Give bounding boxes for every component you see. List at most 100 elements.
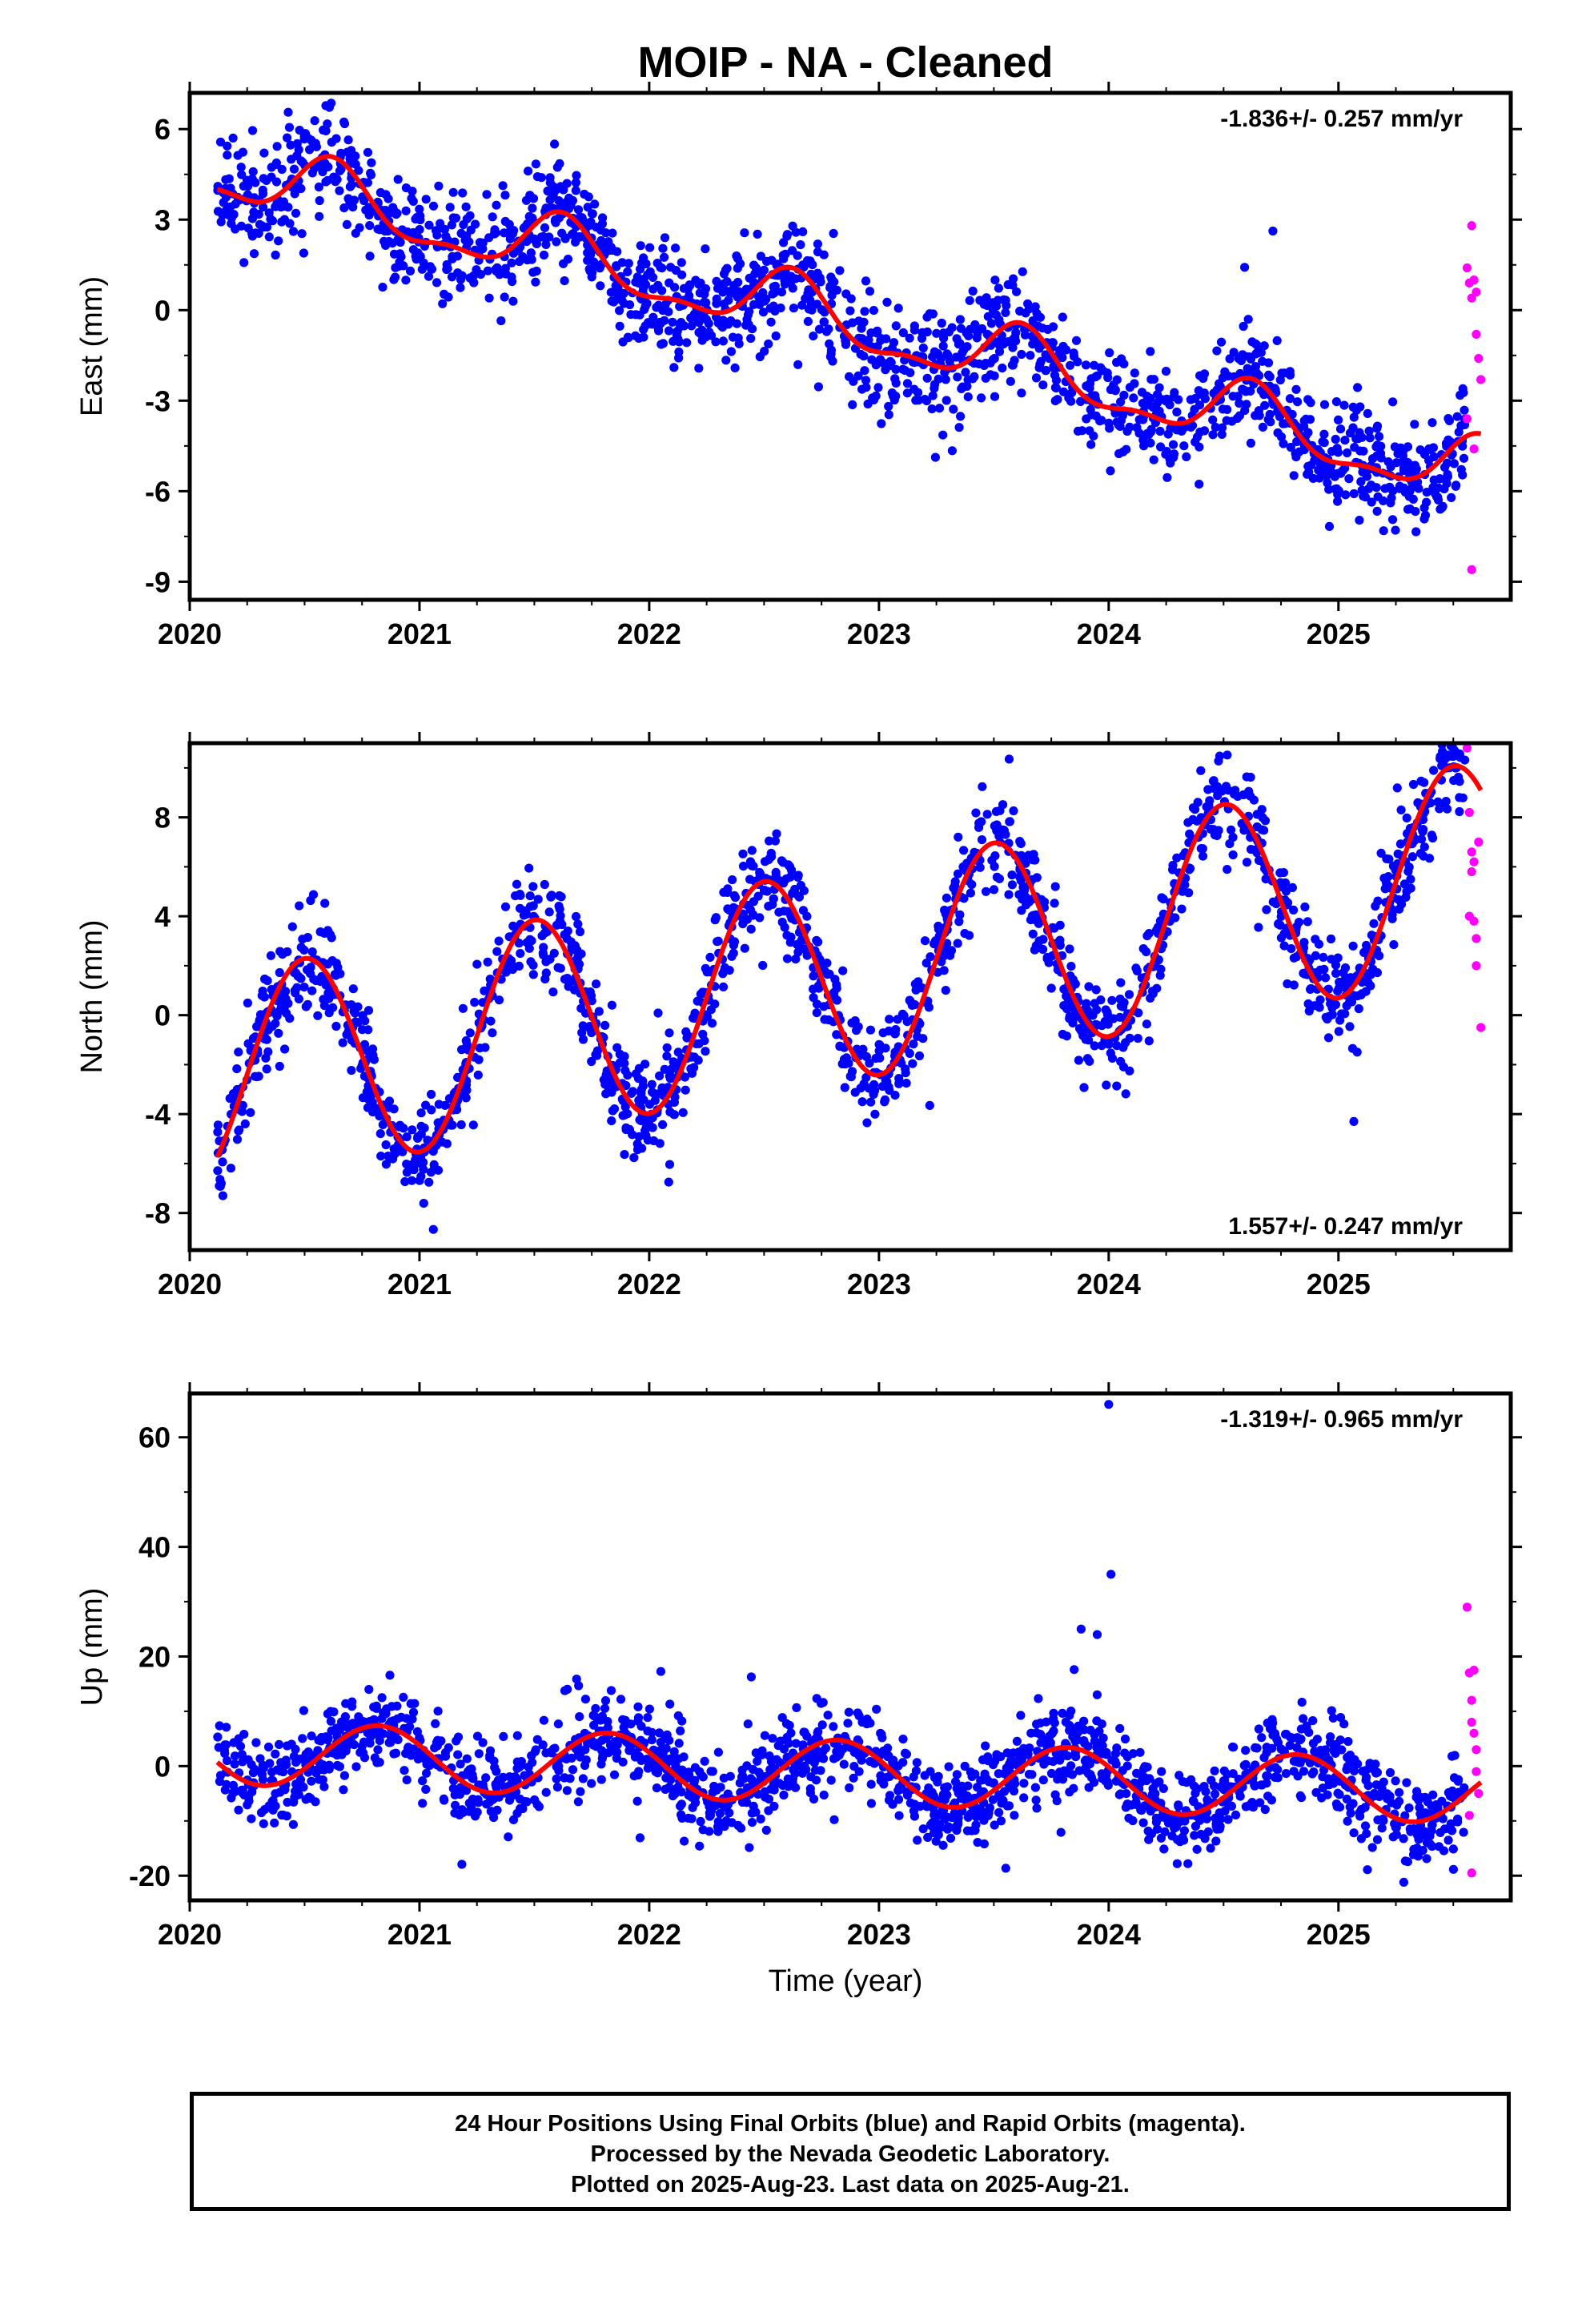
north-final-orbit-point: [308, 890, 319, 899]
up-final-orbit-point: [654, 1728, 665, 1738]
north-final-orbit-point: [1306, 984, 1315, 994]
east-final-orbit-point: [999, 295, 1009, 304]
up-final-orbit-point: [733, 1820, 743, 1831]
east-final-orbit-point: [310, 116, 319, 126]
east-final-orbit-point: [701, 244, 710, 254]
east-final-orbit-point: [223, 151, 232, 160]
up-final-orbit-point: [596, 1775, 606, 1784]
east-final-orbit-point: [956, 412, 966, 421]
east-final-orbit-point: [944, 327, 954, 337]
east-final-orbit-point: [532, 239, 542, 248]
east-final-orbit-point: [363, 147, 373, 157]
east-final-orbit-point: [717, 323, 728, 332]
north-final-orbit-point: [869, 1090, 878, 1100]
east-final-orbit-point: [920, 395, 930, 404]
east-final-orbit-point: [432, 278, 442, 287]
north-final-orbit-point: [729, 940, 739, 950]
east-final-orbit-point: [276, 203, 286, 212]
north-final-orbit-point: [1142, 1019, 1151, 1029]
east-final-orbit-point: [274, 236, 283, 246]
up-final-orbit-point: [1211, 1836, 1221, 1846]
north-final-orbit-point: [635, 1115, 644, 1124]
north-final-orbit-point: [1427, 830, 1436, 840]
east-final-orbit-point: [1146, 438, 1155, 448]
north-final-orbit-point: [701, 963, 710, 973]
north-final-orbit-point: [528, 970, 538, 979]
up-final-orbit-point: [1262, 1771, 1271, 1781]
east-final-orbit-point: [1387, 515, 1398, 525]
north-final-orbit-point: [1196, 766, 1206, 775]
up-final-orbit-point: [1128, 1749, 1138, 1759]
north-final-orbit-point: [1451, 747, 1461, 758]
north-final-orbit-point: [1404, 862, 1414, 872]
east-final-orbit-point: [835, 266, 845, 275]
east-final-orbit-point: [1229, 348, 1239, 357]
east-final-orbit-point: [1375, 432, 1384, 441]
east-final-orbit-point: [1324, 521, 1335, 532]
north-final-orbit-point: [1090, 1041, 1099, 1051]
east-final-orbit-point: [254, 210, 263, 219]
east-rapid-orbit-point: [1472, 287, 1481, 297]
east-final-orbit-point: [583, 203, 592, 212]
north-final-orbit-point: [1274, 919, 1283, 928]
east-final-orbit-point: [483, 266, 493, 275]
north-final-orbit-point: [566, 937, 576, 947]
east-final-orbit-point: [898, 364, 908, 374]
up-final-orbit-point: [228, 1780, 238, 1790]
north-final-orbit-point: [1050, 882, 1060, 891]
north-final-orbit-point: [1154, 955, 1163, 965]
north-final-orbit-point: [965, 931, 974, 940]
up-final-orbit-point: [676, 1726, 685, 1735]
east-rapid-orbit-points: [1462, 221, 1486, 574]
up-final-orbit-point: [1268, 1718, 1278, 1728]
north-final-orbit-point: [402, 1160, 412, 1169]
up-final-orbit-point: [1343, 1816, 1352, 1826]
east-final-orbit-point: [586, 217, 596, 227]
north-final-orbit-point: [832, 995, 842, 1005]
east-final-orbit-point: [793, 360, 803, 369]
north-final-orbit-point: [333, 963, 343, 972]
north-final-orbit-point: [832, 1030, 841, 1039]
east-final-orbit-point: [611, 281, 620, 291]
up-final-orbit-point: [746, 1672, 757, 1682]
east-final-orbit-point: [587, 209, 597, 219]
north-final-orbit-point: [865, 1058, 874, 1068]
north-final-orbit-point: [1038, 935, 1048, 944]
east-final-orbit-point: [536, 173, 546, 183]
east-final-orbit-point: [1215, 379, 1224, 388]
east-final-orbit-point: [236, 221, 247, 231]
east-final-orbit-point: [299, 248, 308, 258]
up-final-orbit-point: [1231, 1810, 1241, 1819]
north-final-orbit-point: [1102, 1007, 1112, 1017]
north-rapid-orbit-point: [1467, 866, 1476, 877]
north-final-orbit-point: [1261, 875, 1271, 884]
east-final-orbit-point: [1396, 443, 1406, 452]
east-final-orbit-point: [1391, 525, 1400, 535]
east-final-orbit-point: [760, 347, 769, 356]
east-final-orbit-point: [1236, 356, 1246, 365]
north-final-orbit-point: [1151, 926, 1162, 935]
east-final-orbit-point: [1323, 478, 1332, 488]
east-final-orbit-point: [1069, 348, 1078, 358]
up-final-orbit-point: [982, 1774, 991, 1783]
north-final-orbit-point: [822, 959, 832, 968]
north-final-orbit-point: [1337, 1009, 1347, 1019]
north-final-orbit-point: [1017, 906, 1026, 915]
north-final-orbit-point: [1016, 838, 1026, 848]
up-final-orbit-point: [742, 1761, 752, 1771]
north-final-orbit-point: [1112, 1081, 1122, 1091]
north-final-orbit-point: [1223, 865, 1232, 875]
up-final-orbit-point: [806, 1772, 816, 1782]
up-xtick-label: 2022: [617, 1918, 681, 1951]
east-final-orbit-point: [756, 251, 766, 261]
up-final-orbit-point: [410, 1699, 420, 1708]
east-final-orbit-point: [528, 194, 539, 203]
north-final-orbit-point: [1007, 870, 1017, 880]
north-final-orbit-point: [1349, 1116, 1359, 1126]
east-final-orbit-point: [1357, 485, 1367, 495]
up-final-orbit-point: [565, 1774, 575, 1783]
east-final-orbit-point: [1008, 335, 1018, 344]
east-final-orbit-point: [951, 352, 961, 362]
north-final-orbit-point: [777, 856, 787, 866]
